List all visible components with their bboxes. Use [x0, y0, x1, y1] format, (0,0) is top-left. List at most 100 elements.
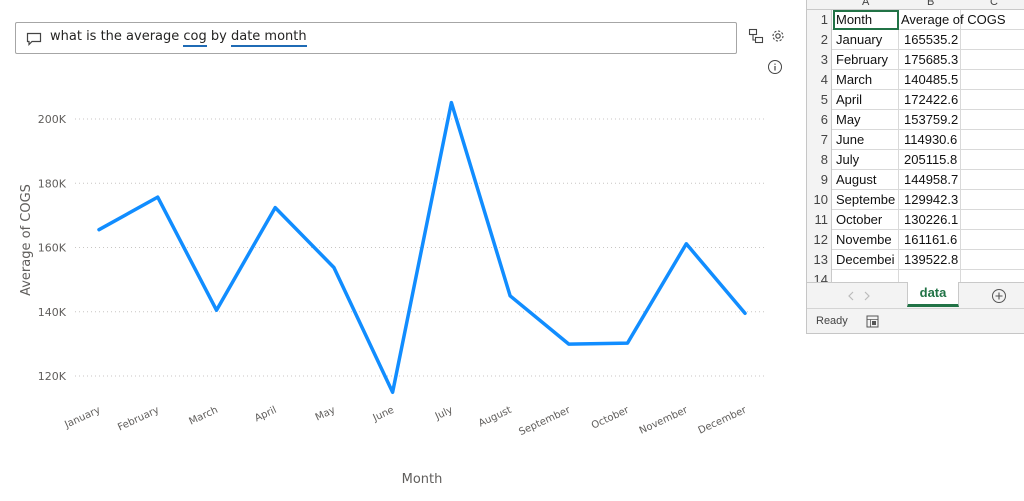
cell-a[interactable]: Septembe: [833, 190, 899, 210]
row-number[interactable]: 1: [807, 10, 832, 30]
status-bar: Ready: [807, 308, 1024, 333]
data-point[interactable]: [565, 340, 573, 348]
x-tick-label: March: [187, 405, 219, 428]
row-number[interactable]: 13: [807, 250, 832, 270]
row-number[interactable]: 10: [807, 190, 832, 210]
x-tick-label: April: [253, 405, 278, 425]
cell-b[interactable]: 161161.6: [899, 230, 961, 250]
sheet-tab-data[interactable]: data: [907, 282, 959, 307]
x-axis-title: Month: [402, 472, 443, 487]
cell-b[interactable]: 140485.5: [899, 70, 961, 90]
scroll-left-icon[interactable]: [847, 291, 855, 301]
cell-a[interactable]: Month: [833, 10, 899, 30]
data-point[interactable]: [330, 264, 338, 272]
cell-a[interactable]: March: [833, 70, 899, 90]
cell-b[interactable]: 153759.2: [899, 110, 961, 130]
x-tick-label: June: [371, 405, 396, 425]
x-tick-label: May: [314, 405, 337, 424]
x-tick-label: July: [433, 405, 455, 423]
cell-b[interactable]: 114930.6: [899, 130, 961, 150]
cell-b[interactable]: 129942.3: [899, 190, 961, 210]
sheet-row: 3 February 175685.3: [807, 50, 1024, 70]
row-number[interactable]: 4: [807, 70, 832, 90]
gear-icon[interactable]: [770, 28, 786, 44]
add-sheet-icon[interactable]: [991, 288, 1007, 304]
data-point[interactable]: [95, 226, 103, 234]
cell-a[interactable]: February: [833, 50, 899, 70]
cell-b[interactable]: 165535.2: [899, 30, 961, 50]
data-point[interactable]: [682, 240, 690, 248]
cell-a[interactable]: October: [833, 210, 899, 230]
cell-b[interactable]: Average of COGS: [899, 10, 1006, 30]
row-number[interactable]: 2: [807, 30, 832, 50]
col-header-b[interactable]: B: [927, 0, 935, 8]
qa-term-date-month[interactable]: date month: [230, 29, 307, 47]
col-header-a[interactable]: A: [862, 0, 870, 8]
cell-a[interactable]: Novembe: [833, 230, 899, 250]
x-tick-label: August: [477, 405, 513, 430]
x-tick-label: November: [638, 404, 691, 436]
sheet-row: 7 June 114930.6: [807, 130, 1024, 150]
qa-term-cog[interactable]: cog: [183, 29, 207, 47]
row-number[interactable]: 3: [807, 50, 832, 70]
sheet-row: 1 Month Average of COGS: [807, 10, 1024, 30]
scroll-right-icon[interactable]: [863, 291, 871, 301]
sheet-row: 13 Decembei 139522.8: [807, 250, 1024, 270]
row-number[interactable]: 7: [807, 130, 832, 150]
y-tick-label: 140K: [38, 306, 67, 319]
sheet-row: 8 July 205115.8: [807, 150, 1024, 170]
sheet-row: 9 August 144958.7: [807, 170, 1024, 190]
data-point[interactable]: [271, 204, 279, 212]
cell-a[interactable]: August: [833, 170, 899, 190]
y-tick-label: 180K: [38, 177, 67, 190]
series-line[interactable]: [97, 100, 747, 395]
qa-input[interactable]: what is the average cog by date month: [15, 22, 737, 54]
column-headers: A B C: [807, 0, 1024, 10]
cell-b[interactable]: 172422.6: [899, 90, 961, 110]
cell-a[interactable]: [833, 270, 899, 290]
cell-a[interactable]: April: [833, 90, 899, 110]
macro-record-icon[interactable]: [866, 315, 879, 328]
row-number[interactable]: 9: [807, 170, 832, 190]
row-number[interactable]: 12: [807, 230, 832, 250]
data-point[interactable]: [624, 339, 632, 347]
cell-b[interactable]: 139522.8: [899, 250, 961, 270]
cell-b[interactable]: 205115.8: [899, 150, 961, 170]
y-tick-label: 200K: [38, 113, 67, 126]
y-tick-label: 160K: [38, 242, 67, 255]
sheet-row: 6 May 153759.2: [807, 110, 1024, 130]
sheet-row: 2 January 165535.2: [807, 30, 1024, 50]
sheet-row: 10 Septembe 129942.3: [807, 190, 1024, 210]
row-number[interactable]: 11: [807, 210, 832, 230]
row-number[interactable]: 6: [807, 110, 832, 130]
sheet-row: 5 April 172422.6: [807, 90, 1024, 110]
y-tick-label: 120K: [38, 370, 67, 383]
cell-b[interactable]: 175685.3: [899, 50, 961, 70]
data-point[interactable]: [389, 388, 397, 396]
row-number[interactable]: 8: [807, 150, 832, 170]
data-point[interactable]: [154, 193, 162, 201]
x-tick-label: January: [62, 405, 102, 431]
data-point[interactable]: [741, 309, 749, 317]
info-icon[interactable]: [767, 59, 783, 75]
cell-b[interactable]: 130226.1: [899, 210, 961, 230]
share-icon[interactable]: [748, 28, 764, 44]
sheet-row: 4 March 140485.5: [807, 70, 1024, 90]
x-tick-label: October: [590, 404, 632, 431]
data-point[interactable]: [506, 292, 514, 300]
row-number[interactable]: 5: [807, 90, 832, 110]
data-point[interactable]: [447, 99, 455, 107]
data-point[interactable]: [212, 306, 220, 314]
cell-a[interactable]: May: [833, 110, 899, 130]
col-header-c[interactable]: C: [990, 0, 998, 8]
cell-a[interactable]: January: [833, 30, 899, 50]
qa-query-text: what is the average cog by date month: [50, 29, 307, 47]
cell-a[interactable]: July: [833, 150, 899, 170]
sheet-tabs-bar: data: [807, 282, 1024, 308]
cell-a[interactable]: June: [833, 130, 899, 150]
x-tick-label: September: [517, 404, 573, 438]
cell-b[interactable]: 144958.7: [899, 170, 961, 190]
cell-a[interactable]: Decembei: [833, 250, 899, 270]
cell-b[interactable]: [899, 270, 961, 290]
x-tick-label: December: [697, 404, 749, 436]
